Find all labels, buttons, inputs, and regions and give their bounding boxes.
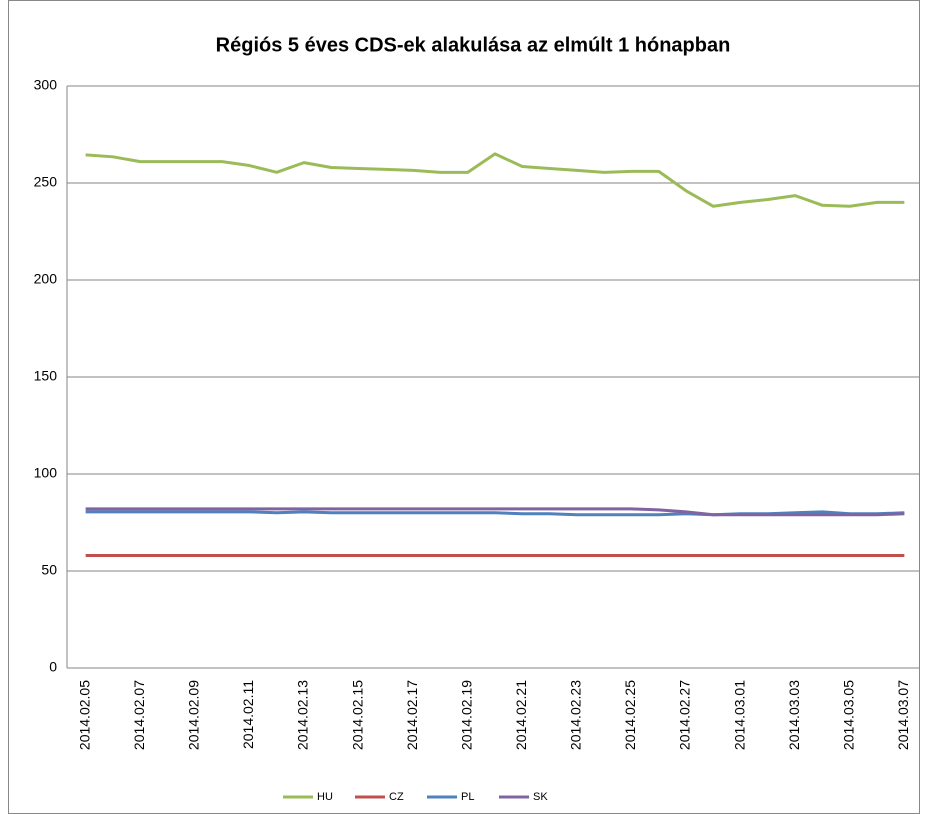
line-series: [85, 507, 905, 517]
line-series: [85, 152, 905, 208]
x-tick-label: 2014.02.17: [404, 680, 420, 750]
x-tick-label: 2014.02.21: [513, 680, 529, 750]
chart-title: Régiós 5 éves CDS-ek alakulása az elmúlt…: [216, 34, 731, 56]
legend-label: CZ: [389, 791, 404, 803]
x-tick-label: 2014.02.19: [458, 680, 474, 750]
legend-label: HU: [317, 791, 333, 803]
x-tick-label: 2014.02.05: [76, 680, 92, 750]
x-tick-label: 2014.02.09: [186, 680, 202, 750]
x-tick-label: 2014.03.07: [895, 680, 911, 750]
y-tick-label: 150: [34, 368, 58, 384]
y-tick-label: 300: [34, 77, 58, 93]
x-tick-label: 2014.03.05: [840, 680, 856, 750]
x-tick-label: 2014.03.03: [786, 680, 802, 750]
y-tick-label: 200: [34, 271, 58, 287]
y-tick-label: 0: [49, 659, 57, 675]
x-tick-label: 2014.02.25: [622, 680, 638, 750]
x-tick-label: 2014.02.27: [677, 680, 693, 750]
y-tick-label: 100: [34, 465, 58, 481]
y-tick-label: 50: [41, 562, 57, 578]
x-tick-label: 2014.02.23: [568, 680, 584, 750]
x-tick-label: 2014.02.07: [131, 680, 147, 750]
legend-label: PL: [461, 791, 474, 803]
chart-frame: [8, 0, 920, 814]
x-tick-label: 2014.03.01: [731, 680, 747, 750]
x-tick-label: 2014.02.15: [349, 680, 365, 750]
x-tick-label: 2014.02.11: [240, 680, 256, 749]
y-tick-label: 250: [34, 174, 58, 190]
legend-label: SK: [533, 791, 548, 803]
x-tick-label: 2014.02.13: [295, 680, 311, 750]
